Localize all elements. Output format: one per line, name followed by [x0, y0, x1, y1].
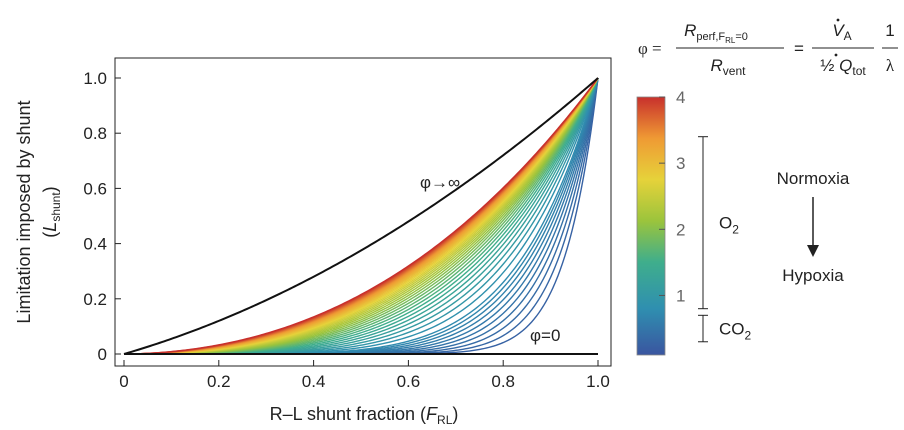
colorbar-tick-label: 1: [676, 286, 685, 305]
eq-den2: ½ Qtot: [820, 56, 866, 78]
colorbar-tick-label: 2: [676, 220, 685, 239]
eq-num1-sub: perf,F: [696, 31, 725, 43]
eq-num1: Rperf,FRL=0: [684, 21, 748, 45]
y-tick-label: 1.0: [83, 69, 107, 88]
y-axis-label: Limitation imposed by shunt (Lshunt): [14, 100, 63, 323]
bracket-label: O2: [719, 214, 739, 237]
phi-curve: [123, 77, 599, 355]
eq-den1-sub: vent: [723, 64, 746, 78]
plot-frame: [114, 57, 612, 367]
phi-zero-label: φ=0: [530, 326, 560, 345]
eq-num2-symbol: V: [832, 21, 845, 40]
phi-infinity-label: φ→∞: [420, 173, 460, 192]
y-tick-label: 0: [98, 345, 107, 364]
y-axis-symbol-sub: shunt: [49, 192, 63, 222]
y-tick-label: 0.6: [83, 179, 107, 198]
eq-num2-dot: [836, 18, 840, 22]
y-axis-ticks: 0 0.2 0.4 0.6 0.8 1.0: [83, 69, 121, 364]
normoxia-label: Normoxia: [777, 169, 850, 188]
gas-brackets: O2 CO2: [698, 136, 752, 343]
curve-group: [123, 77, 599, 355]
eq-num1-tail: =0: [735, 31, 748, 43]
y-tick-label: 0.4: [83, 235, 107, 254]
phi-equation: φ = Rperf,FRL=0 Rvent = VA ½ Qtot 1 λ: [638, 18, 898, 78]
x-axis-label-text: R–L shunt fraction: [270, 404, 415, 424]
y-axis-symbol: L: [40, 222, 60, 232]
x-tick-label: 0.4: [302, 372, 326, 391]
y-axis-symbol-line: (Lshunt): [40, 186, 63, 237]
eq-num1-symbol: R: [684, 21, 696, 40]
eq-den2-prefix: ½: [820, 56, 834, 75]
y-tick-label: 0.8: [83, 124, 107, 143]
x-tick-label: 0.8: [491, 372, 515, 391]
x-tick-label: 1.0: [586, 372, 610, 391]
phi-infinity-curve: [123, 77, 599, 355]
eq-den1-symbol: R: [711, 56, 723, 75]
eq-lhs: φ =: [638, 39, 662, 58]
eq-den1: Rvent: [711, 56, 747, 78]
x-axis-symbol-sub: RL: [437, 413, 453, 427]
colorbar: [636, 96, 666, 356]
x-tick-label: 0.6: [397, 372, 421, 391]
eq-num1-sub2: RL: [725, 36, 736, 45]
eq-den2-symbol: Q: [839, 56, 852, 75]
colorbar-tick-label: 3: [676, 154, 685, 173]
colorbar-ticks: 1 2 3 4: [659, 88, 685, 305]
x-axis-symbol: F: [426, 404, 438, 424]
hypoxia-arrow-head: [807, 245, 819, 257]
x-tick-label: 0.2: [207, 372, 231, 391]
eq-num3: 1: [885, 21, 894, 40]
phi-curve: [124, 77, 599, 355]
y-tick-label: 0.2: [83, 290, 107, 309]
colorbar-tick-label: 4: [676, 88, 685, 107]
x-axis-ticks: 0 0.2 0.4 0.6 0.8 1.0: [119, 360, 610, 391]
x-axis-label: R–L shunt fraction (FRL): [270, 404, 459, 427]
eq-den2-sub: tot: [852, 64, 866, 78]
eq-den3: λ: [886, 56, 895, 75]
x-tick-label: 0: [119, 372, 128, 391]
eq-equals: =: [794, 39, 804, 58]
eq-den2-dot: [834, 53, 838, 57]
bracket-label: CO2: [719, 320, 752, 343]
hypoxia-label: Hypoxia: [782, 266, 844, 285]
eq-num2: VA: [832, 21, 851, 43]
eq-num2-sub: A: [844, 29, 852, 43]
y-axis-label-text: Limitation imposed by shunt: [14, 100, 34, 323]
